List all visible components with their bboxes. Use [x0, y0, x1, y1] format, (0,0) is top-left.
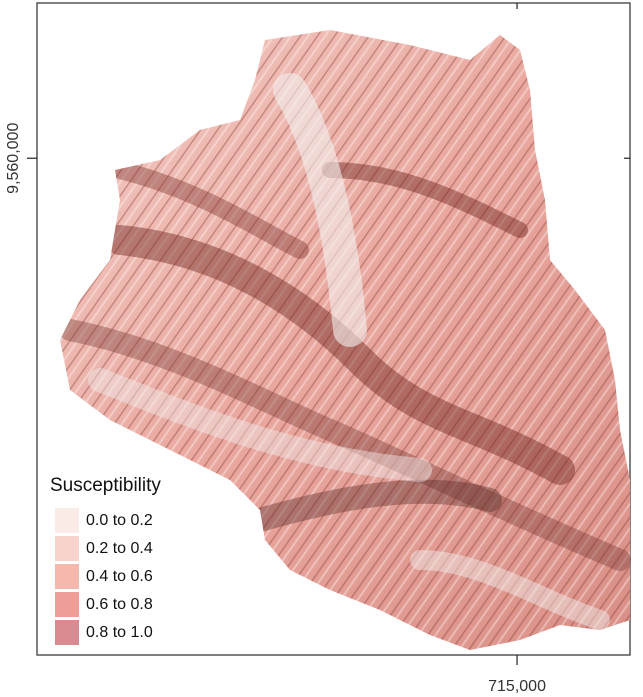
legend-label: 0.2 to 0.4 — [86, 540, 153, 557]
legend-label: 0.0 to 0.2 — [86, 512, 153, 529]
y-tick-label: 9,560,000 — [5, 123, 22, 194]
legend-label: 0.6 to 0.8 — [86, 596, 153, 613]
legend-swatch — [55, 536, 79, 561]
legend-swatch — [55, 620, 79, 645]
legend-swatch — [55, 592, 79, 617]
legend-swatch — [55, 564, 79, 589]
x-tick-label: 715,000 — [488, 678, 546, 695]
legend-label: 0.4 to 0.6 — [86, 568, 153, 585]
legend: Susceptibility 0.0 to 0.2 0.2 to 0.4 0.4 t… — [50, 475, 161, 645]
legend-label: 0.8 to 1.0 — [86, 624, 153, 641]
legend-swatch — [55, 508, 79, 533]
legend-title: Susceptibility — [50, 475, 161, 496]
